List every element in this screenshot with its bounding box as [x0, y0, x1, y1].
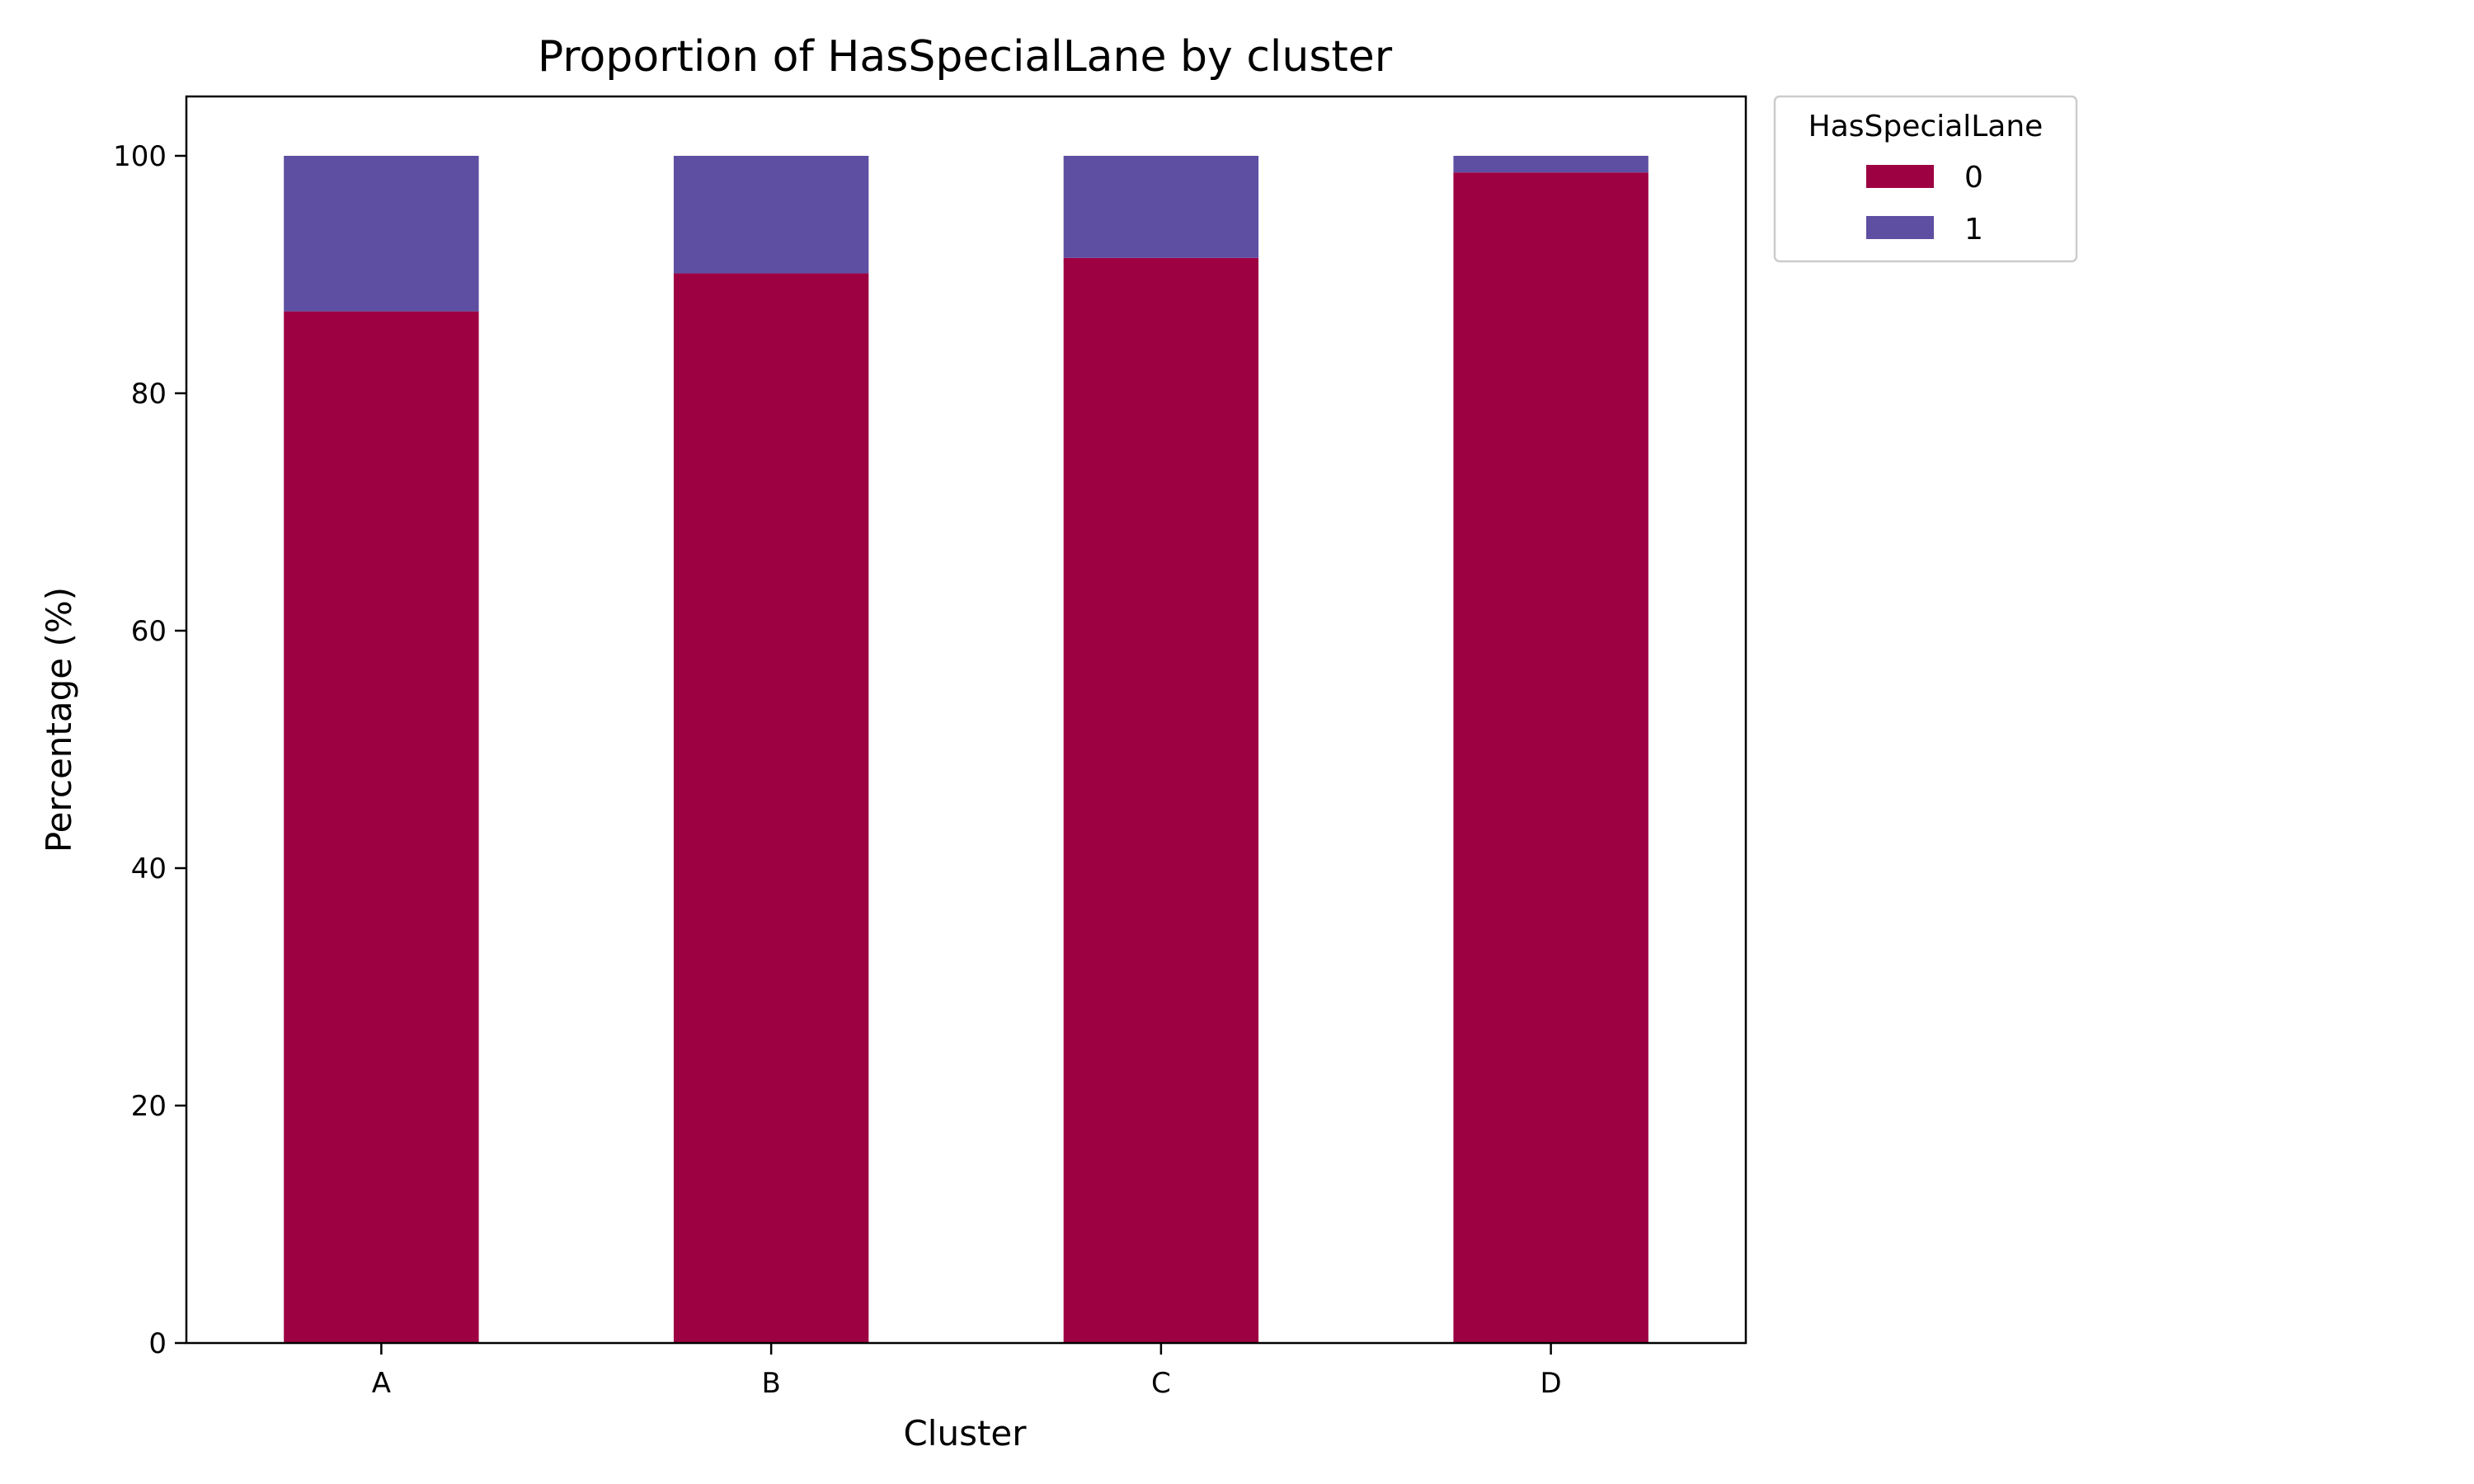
y-tick-label: 20 [131, 1090, 167, 1123]
y-axis: 0 20 40 60 80 100 [113, 140, 186, 1360]
x-tick-label: A [372, 1367, 391, 1400]
bar-B-series-0 [673, 273, 869, 1343]
y-axis-label: Percentage (%) [39, 587, 79, 852]
bar-D-series-1 [1453, 156, 1649, 173]
y-tick-label: 100 [113, 140, 167, 173]
bar-D-series-0 [1453, 172, 1649, 1343]
bars-group [284, 156, 1649, 1344]
y-tick-label: 0 [148, 1327, 167, 1360]
bar-A-series-0 [284, 311, 479, 1343]
bar-C-series-1 [1063, 156, 1259, 258]
y-tick-label: 40 [131, 852, 167, 885]
y-tick-label: 80 [131, 378, 167, 411]
bar-A-series-1 [284, 156, 479, 312]
x-axis-label: Cluster [903, 1413, 1027, 1453]
bar-C-series-0 [1063, 257, 1259, 1344]
legend-title: HasSpecialLane [1808, 110, 2044, 143]
y-tick-label: 60 [131, 615, 167, 648]
legend-label-0: 0 [1964, 161, 1983, 195]
legend-swatch-0 [1866, 165, 1934, 188]
legend: HasSpecialLane 0 1 [1773, 95, 2078, 263]
chart-title: Proportion of HasSpecialLane by cluster [538, 32, 1393, 82]
bar-B-series-1 [673, 156, 869, 274]
x-tick-label: D [1540, 1367, 1562, 1400]
x-axis: A B C D [372, 1343, 1562, 1400]
plot-frame [185, 95, 1747, 1345]
legend-label-1: 1 [1964, 213, 1983, 247]
x-tick-label: B [761, 1367, 780, 1400]
legend-swatch-1 [1866, 216, 1934, 239]
x-tick-label: C [1151, 1367, 1171, 1400]
